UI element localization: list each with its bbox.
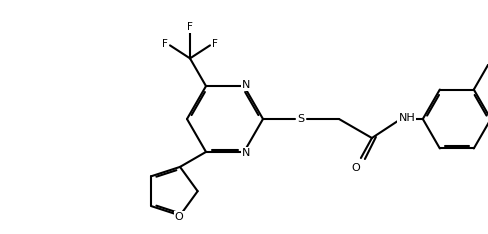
Text: NH: NH [398,113,415,123]
Text: O: O [175,212,183,223]
Text: S: S [298,114,305,124]
Text: F: F [162,39,168,49]
Text: N: N [242,80,250,90]
Text: O: O [351,163,360,173]
Text: F: F [187,22,193,32]
Text: N: N [242,148,250,158]
Text: F: F [212,39,218,49]
